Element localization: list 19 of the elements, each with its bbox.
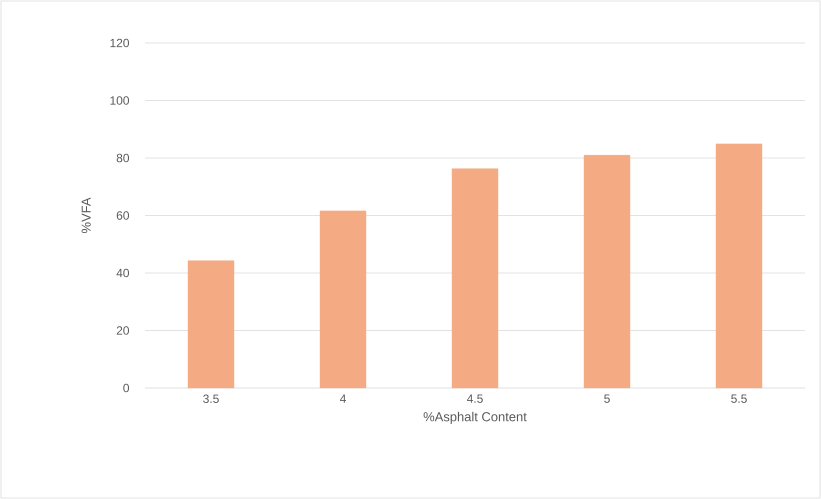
y-tick-label: 20 xyxy=(116,326,130,335)
bar xyxy=(584,154,630,388)
x-tick-label: 4.5 xyxy=(466,394,483,403)
y-tick-label: 0 xyxy=(123,384,130,392)
bar xyxy=(320,210,366,388)
y-axis-title: %VFA xyxy=(82,198,91,234)
x-tick-label: 3.5 xyxy=(203,394,219,403)
x-tick-label: 5.5 xyxy=(731,394,747,403)
y-tick-label: 40 xyxy=(116,268,130,278)
y-tick-label: 60 xyxy=(116,211,130,220)
bar xyxy=(716,144,762,388)
x-axis-title: %Asphalt Content xyxy=(424,412,527,424)
bar xyxy=(452,168,498,388)
x-tick-label: 4 xyxy=(340,394,346,403)
y-tick-label: 120 xyxy=(110,38,130,48)
x-tick-label: 5 xyxy=(604,394,610,403)
y-tick-label: 100 xyxy=(110,96,130,105)
bar xyxy=(188,260,234,388)
y-tick-label: 80 xyxy=(116,154,130,162)
